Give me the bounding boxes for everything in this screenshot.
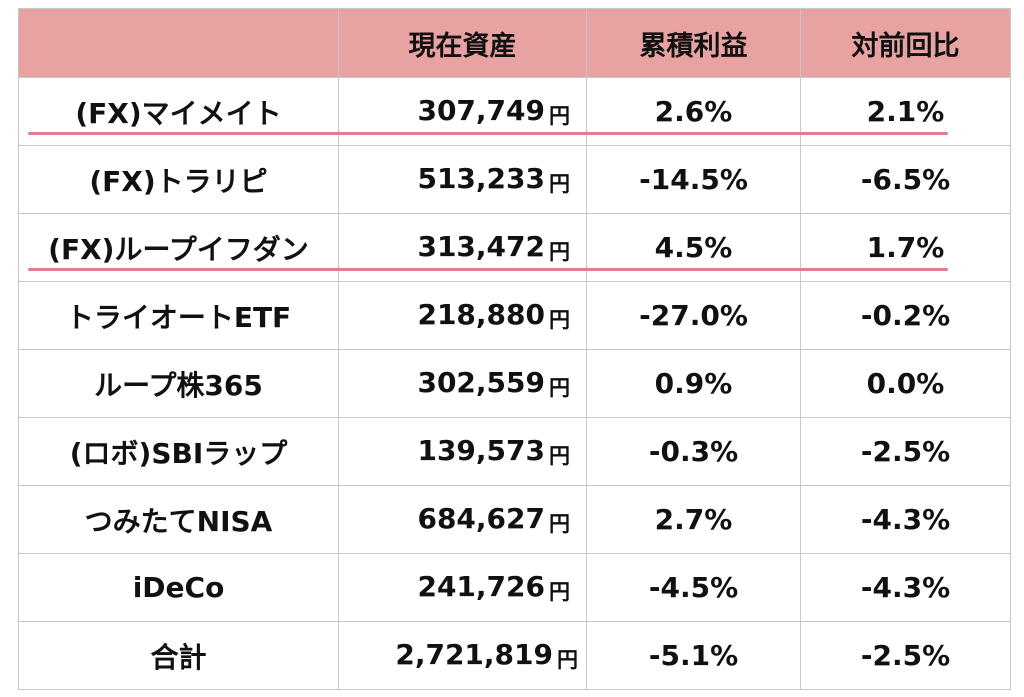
row-change: 2.1%	[800, 77, 1011, 146]
asset-amount: 218,880	[417, 297, 545, 331]
row-name: iDeCo	[18, 553, 339, 622]
currency-unit: 円	[557, 647, 578, 672]
currency-unit: 円	[549, 171, 570, 196]
header-cumulative-profit: 累積利益	[586, 8, 801, 78]
asset-amount: 241,726	[417, 569, 545, 603]
row-change: -4.3%	[800, 553, 1011, 622]
asset-amount: 513,233	[417, 161, 545, 195]
table-row: (FX)ループイフダン 313,472 円 4.5% 1.7%	[18, 213, 1011, 282]
currency-unit: 円	[549, 307, 570, 332]
asset-amount: 302,559	[417, 365, 545, 399]
row-asset: 2,721,819 円	[338, 621, 587, 690]
row-cumulative-profit: -14.5%	[586, 145, 801, 214]
table-row: iDeCo 241,726 円 -4.5% -4.3%	[18, 553, 1011, 622]
row-name: ループ株365	[18, 349, 339, 418]
row-name: (FX)ループイフダン	[18, 213, 339, 282]
row-name: (FX)マイメイト	[18, 77, 339, 146]
highlight-underline	[28, 132, 948, 135]
row-asset: 139,573 円	[338, 417, 587, 486]
row-name: トライオートETF	[18, 281, 339, 350]
table-row: (FX)マイメイト 307,749 円 2.6% 2.1%	[18, 77, 1011, 146]
asset-amount: 684,627	[417, 501, 545, 535]
table-row: つみたてNISA 684,627 円 2.7% -4.3%	[18, 485, 1011, 554]
row-change: -2.5%	[800, 621, 1011, 690]
row-change: -6.5%	[800, 145, 1011, 214]
asset-amount: 313,472	[417, 229, 545, 263]
row-name: 合計	[18, 621, 339, 690]
row-asset: 302,559 円	[338, 349, 587, 418]
row-name: (ロボ)SBIラップ	[18, 417, 339, 486]
table-row: 合計 2,721,819 円 -5.1% -2.5%	[18, 621, 1011, 690]
asset-amount: 139,573	[417, 433, 545, 467]
currency-unit: 円	[549, 443, 570, 468]
row-change: 0.0%	[800, 349, 1011, 418]
currency-unit: 円	[549, 375, 570, 400]
header-change-vs-previous: 対前回比	[800, 8, 1011, 78]
asset-table: 現在資産 累積利益 対前回比 (FX)マイメイト 307,749 円 2.6% 2.1%…	[18, 8, 1011, 690]
asset-amount: 2,721,819	[395, 637, 553, 671]
row-cumulative-profit: 4.5%	[586, 213, 801, 282]
row-asset: 307,749 円	[338, 77, 587, 146]
row-asset: 684,627 円	[338, 485, 587, 554]
currency-unit: 円	[549, 579, 570, 604]
header-row: 現在資産 累積利益 対前回比	[18, 8, 1011, 78]
header-blank	[18, 8, 339, 78]
row-name: (FX)トラリピ	[18, 145, 339, 214]
table-row: トライオートETF 218,880 円 -27.0% -0.2%	[18, 281, 1011, 350]
row-cumulative-profit: 0.9%	[586, 349, 801, 418]
row-change: -2.5%	[800, 417, 1011, 486]
asset-amount: 307,749	[417, 93, 545, 127]
row-asset: 313,472 円	[338, 213, 587, 282]
currency-unit: 円	[549, 511, 570, 536]
table-row: (FX)トラリピ 513,233 円 -14.5% -6.5%	[18, 145, 1011, 214]
row-cumulative-profit: -5.1%	[586, 621, 801, 690]
row-cumulative-profit: 2.6%	[586, 77, 801, 146]
currency-unit: 円	[549, 103, 570, 128]
table-row: (ロボ)SBIラップ 139,573 円 -0.3% -2.5%	[18, 417, 1011, 486]
row-cumulative-profit: -4.5%	[586, 553, 801, 622]
row-asset: 241,726 円	[338, 553, 587, 622]
row-change: 1.7%	[800, 213, 1011, 282]
row-asset: 218,880 円	[338, 281, 587, 350]
row-name: つみたてNISA	[18, 485, 339, 554]
header-current-assets: 現在資産	[338, 8, 587, 78]
row-asset: 513,233 円	[338, 145, 587, 214]
row-cumulative-profit: 2.7%	[586, 485, 801, 554]
currency-unit: 円	[549, 239, 570, 264]
row-cumulative-profit: -27.0%	[586, 281, 801, 350]
row-change: -4.3%	[800, 485, 1011, 554]
row-change: -0.2%	[800, 281, 1011, 350]
row-cumulative-profit: -0.3%	[586, 417, 801, 486]
asset-table-container: 現在資産 累積利益 対前回比 (FX)マイメイト 307,749 円 2.6% 2.1%…	[18, 8, 1011, 692]
table-row: ループ株365 302,559 円 0.9% 0.0%	[18, 349, 1011, 418]
highlight-underline	[28, 268, 948, 271]
